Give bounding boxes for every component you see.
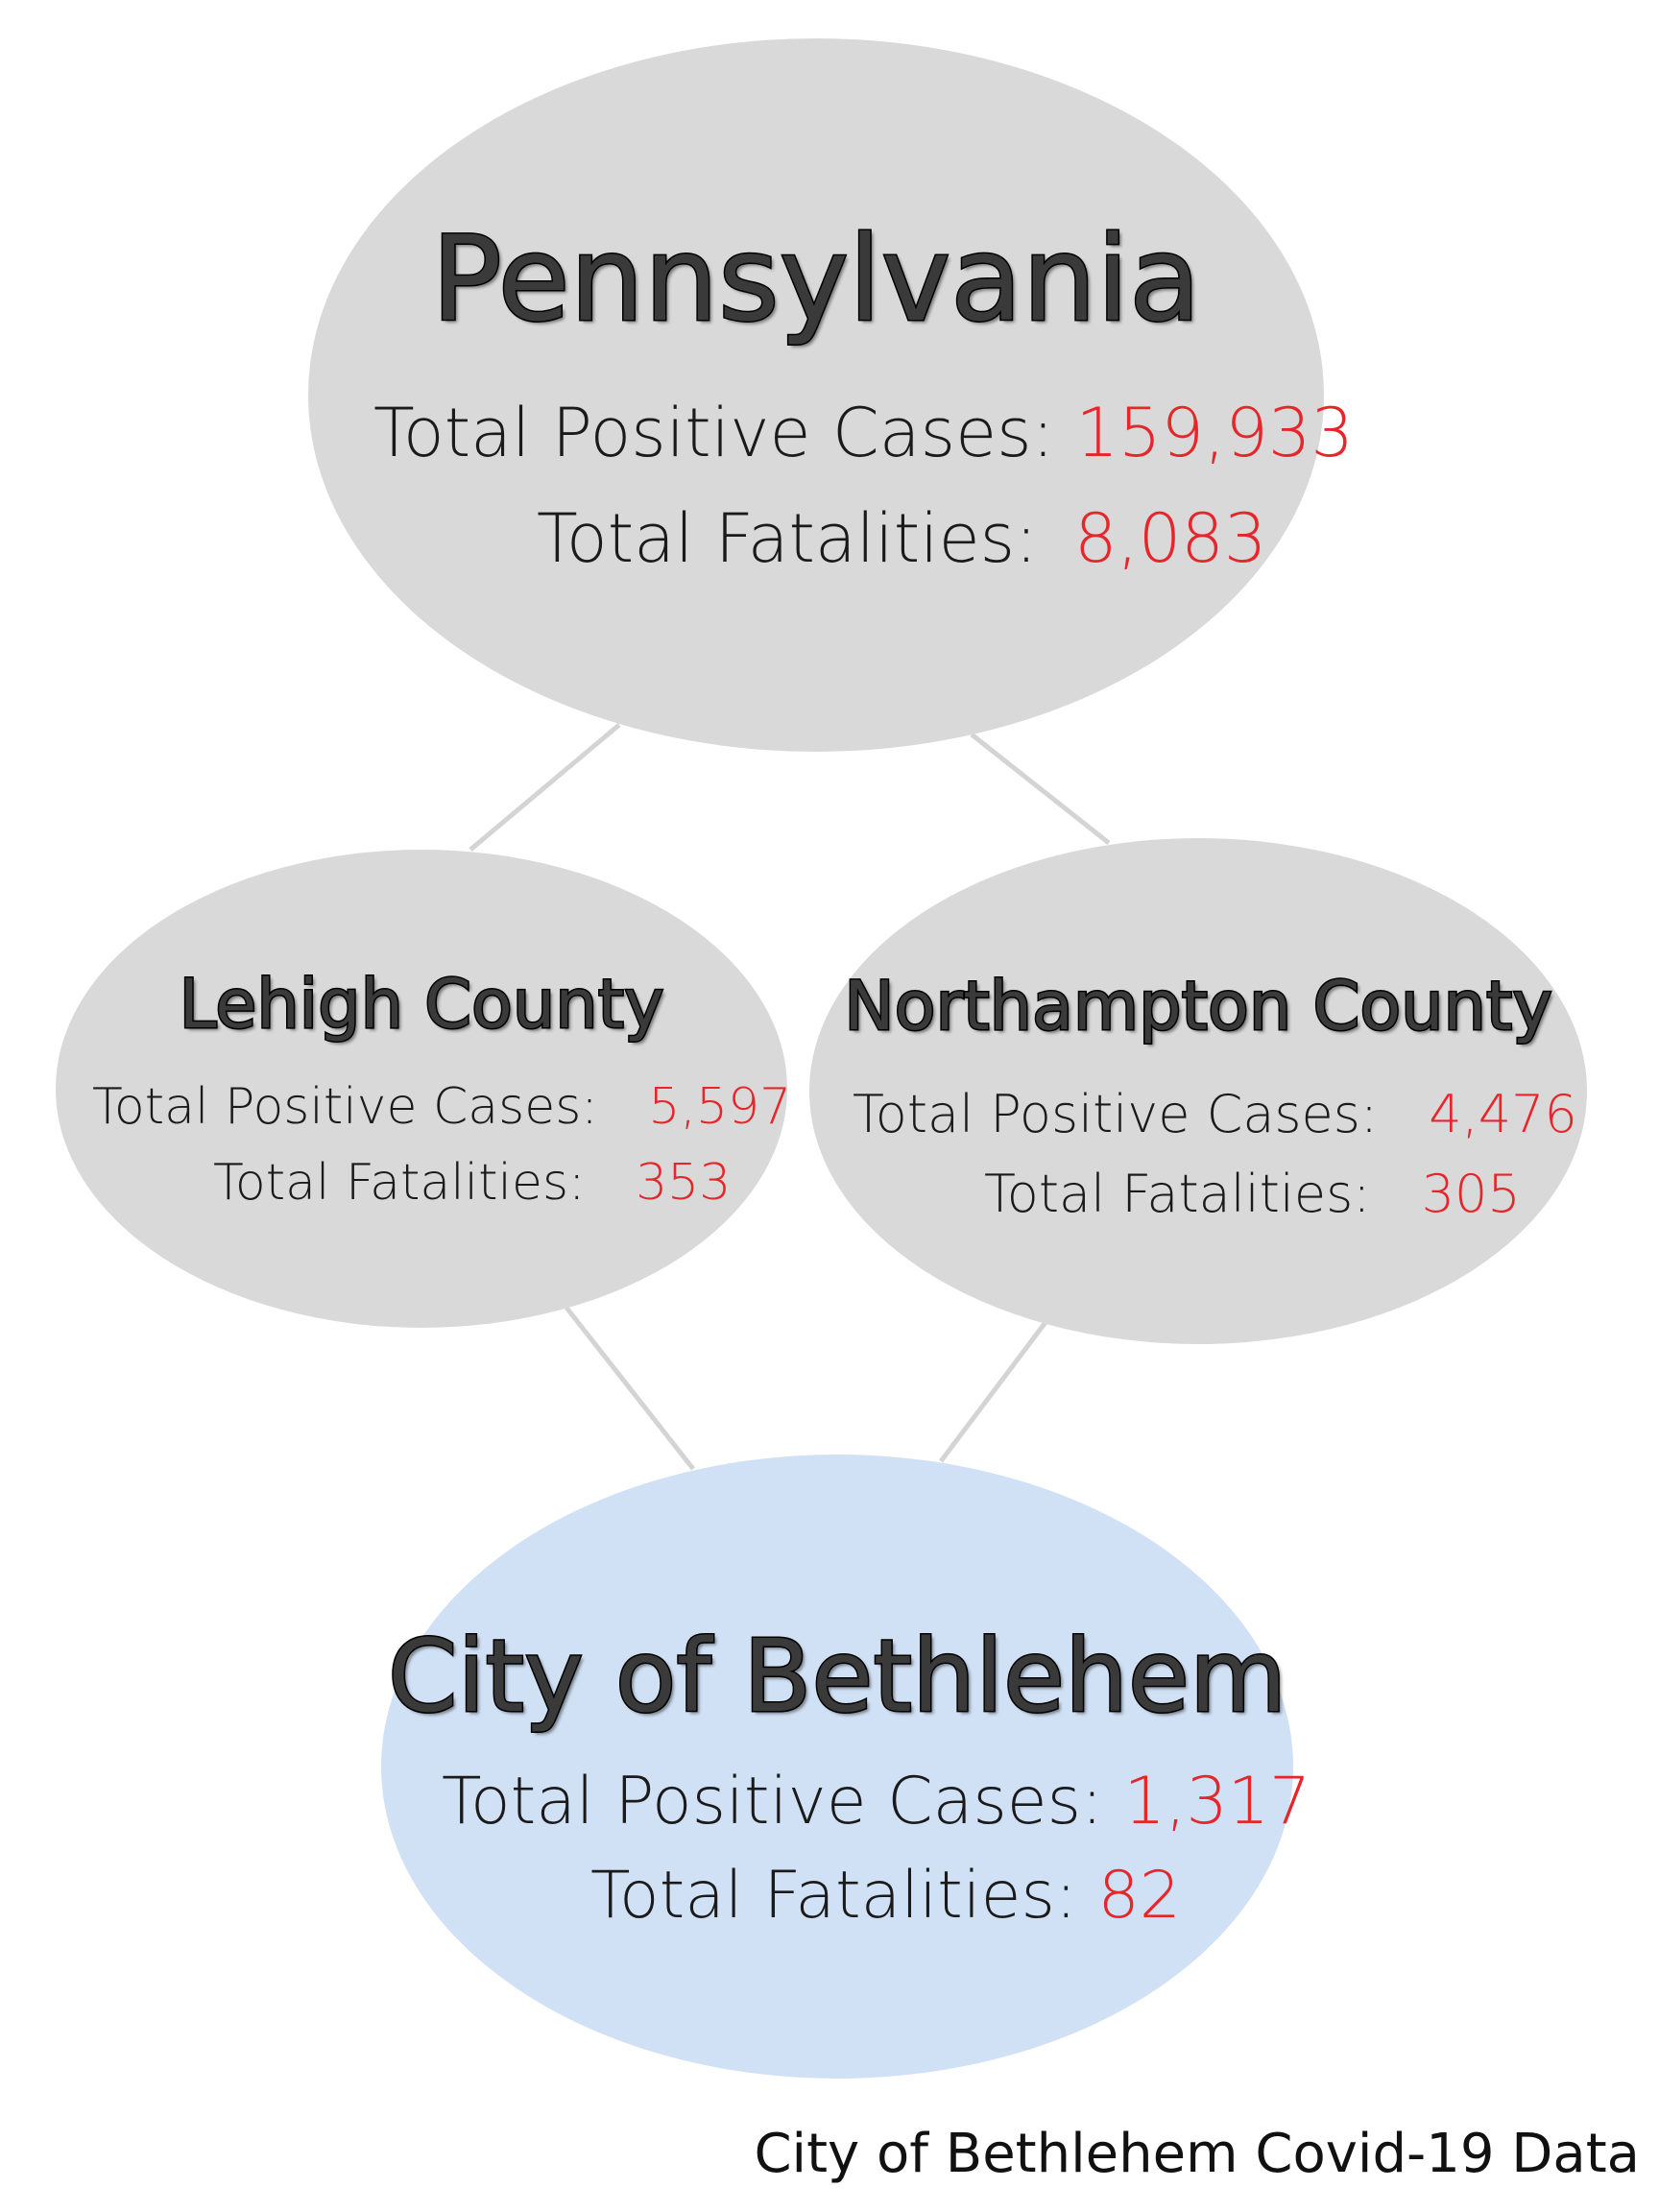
stat-value: 159,933 [1075,394,1354,472]
stat-label: Total Positive Cases: [92,1078,598,1136]
stat-label: Total Positive Cases: [373,394,1055,472]
stat-cases-pennsylvania: Total Positive Cases: 159,933 [373,394,1354,472]
stat-fatalities-pennsylvania: Total Fatalities: 8,083 [537,499,1266,578]
stat-value: 305 [1421,1164,1521,1224]
stat-label: Total Positive Cases: [442,1764,1103,1839]
stat-value: 82 [1097,1858,1181,1934]
stat-fatalities-lehigh: Total Fatalities: 353 [213,1154,731,1212]
stat-value: 4,476 [1429,1084,1577,1144]
connector-lehigh-city [565,1306,695,1471]
node-pennsylvania: Pennsylvania Total Positive Cases: 159,9… [308,38,1354,752]
node-title-lehigh-county: Lehigh County [178,964,665,1046]
stat-cases-city: Total Positive Cases: 1,317 [442,1764,1310,1839]
stat-fatalities-northampton: Total Fatalities: 305 [984,1164,1521,1224]
node-northampton-county: Northampton County Total Positive Cases:… [809,838,1587,1344]
stat-value: 1,317 [1123,1764,1311,1839]
stat-label: Total Fatalities: [537,499,1038,578]
stat-value: 8,083 [1073,499,1267,578]
connector-northampton-city [939,1319,1048,1463]
node-title-pennsylvania: Pennsylvania [430,210,1203,349]
stat-value: 5,597 [648,1078,792,1136]
node-lehigh-county: Lehigh County Total Positive Cases: 5,59… [56,850,791,1328]
stat-cases-northampton: Total Positive Cases: 4,476 [853,1084,1577,1144]
node-title-city-of-bethlehem: City of Bethlehem [386,1617,1287,1737]
stat-cases-lehigh: Total Positive Cases: 5,597 [92,1078,791,1136]
stat-fatalities-city: Total Fatalities: 82 [590,1858,1181,1934]
stat-label: Total Fatalities: [590,1858,1077,1934]
stat-label: Total Fatalities: [213,1154,586,1212]
stat-value: 353 [636,1154,732,1212]
connector-state-northampton [970,733,1111,845]
stat-label: Total Positive Cases: [853,1084,1379,1144]
node-city-of-bethlehem: City of Bethlehem Total Positive Cases: … [381,1455,1310,2079]
figure-caption: City of Bethlehem Covid-19 Data [754,2123,1640,2185]
stat-label: Total Fatalities: [984,1164,1371,1224]
connector-state-lehigh [469,723,621,852]
node-title-northampton-county: Northampton County [843,966,1554,1047]
